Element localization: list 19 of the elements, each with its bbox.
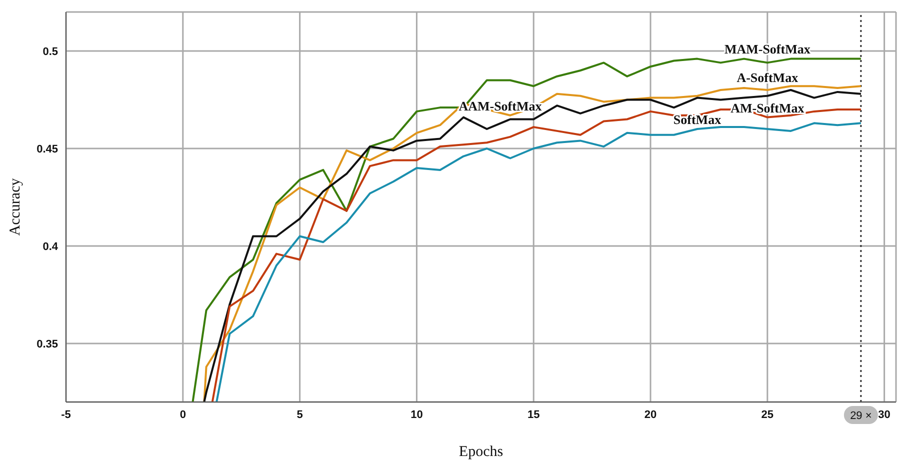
series-label: A-SoftMax [736,70,799,85]
x-tick-label: 30 [878,408,890,421]
y-tick-label: 0.45 [36,143,58,156]
x-tick-label: 10 [410,408,423,421]
ref-line-label: 29 × [850,410,872,422]
series-label: SoftMax [673,112,722,127]
y-tick-label: 0.35 [36,338,58,350]
y-tick-label: 0.4 [42,240,59,253]
series-label: MAM-SoftMax [724,42,811,57]
x-tick-label: -5 [61,408,71,421]
x-tick-label: 15 [527,408,540,421]
x-tick-label: 20 [644,408,657,421]
x-tick-label: 0 [180,408,186,421]
series-label: AM-SoftMax [730,100,805,116]
x-axis-title: Epochs [458,444,504,460]
x-tick-label: 5 [296,408,303,421]
y-tick-label: 0.5 [42,46,58,58]
y-axis-title: Accuracy [7,178,24,236]
x-tick-label: 25 [761,408,774,421]
